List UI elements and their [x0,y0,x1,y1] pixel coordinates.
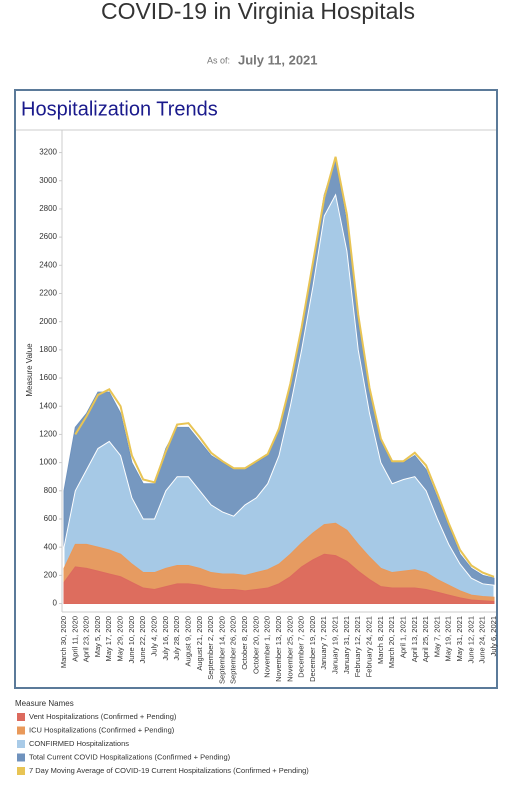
x-tick-label: June 10, 2020 [127,616,136,664]
area [63,193,495,605]
area [63,522,495,605]
x-tick-label: September 2, 2020 [206,616,215,680]
x-tick-label: July 28, 2020 [172,616,181,661]
x-tick-label: February 24, 2021 [365,616,374,677]
chart-title: Hospitalization Trends [21,98,218,120]
as-of-label: As of: [207,55,230,65]
y-tick-label: 2200 [39,289,57,298]
legend-swatch [17,767,25,775]
y-tick-label: 3000 [39,176,57,185]
x-tick-label: August 9, 2020 [183,616,192,666]
x-tick-label: September 26, 2020 [229,616,238,684]
y-tick-label: 1400 [39,401,57,410]
y-tick-label: 1800 [39,345,57,354]
x-tick-label: June 22, 2020 [138,616,147,664]
as-of-date: July 11, 2021 [238,52,318,67]
x-tick-label: August 21, 2020 [195,616,204,671]
legend-swatch [17,740,25,748]
y-tick-label: 200 [44,570,58,579]
y-tick-label: 2400 [39,260,57,269]
x-tick-label: March 20, 2021 [387,616,396,668]
y-tick-label: 1000 [39,458,57,467]
x-tick-label: November 25, 2020 [285,616,294,682]
x-tick-label: April 1, 2021 [398,616,407,658]
legend-label: Vent Hospitalizations (Confirmed + Pendi… [29,712,177,721]
legend-label: CONFIRMED Hospitalizations [29,739,129,748]
x-tick-label: April 25, 2021 [421,616,430,662]
y-tick-label: 600 [44,514,58,523]
x-tick-label: May 5, 2020 [93,616,102,657]
y-tick-label: 1600 [39,373,57,382]
line [74,156,495,578]
y-tick-label: 3200 [39,148,57,157]
y-axis-label: Measure Value [25,343,34,397]
x-tick-label: May 29, 2020 [116,616,125,661]
y-tick-label: 1200 [39,430,57,439]
legend-swatch [17,726,25,735]
x-tick-label: May 17, 2020 [104,616,113,661]
x-tick-label: January 19, 2021 [331,616,340,674]
legend-label: Total Current COVID Hospitalizations (Co… [29,752,231,761]
y-tick-label: 800 [44,486,58,495]
legend-label: 7 Day Moving Average of COVID-19 Current… [29,766,309,775]
x-tick-label: March 8, 2021 [376,616,385,664]
x-tick-label: May 31, 2021 [455,616,464,661]
x-tick-label: June 24, 2021 [478,616,487,664]
x-tick-label: March 30, 2020 [59,616,68,668]
x-tick-label: July 16, 2020 [161,616,170,661]
legend-swatch [17,753,25,762]
x-tick-label: November 13, 2020 [274,616,283,682]
area [63,553,495,605]
x-tick-label: April 13, 2021 [410,616,419,662]
x-tick-label: June 12, 2021 [466,616,475,664]
x-tick-label: November 1, 2020 [263,616,272,678]
y-tick-label: 2800 [39,204,57,213]
x-tick-label: October 8, 2020 [240,616,249,670]
x-tick-label: September 14, 2020 [217,616,226,684]
x-tick-label: July 6, 2021 [489,616,498,656]
x-tick-label: July 4, 2020 [150,616,159,656]
x-tick-label: January 7, 2021 [319,616,328,670]
x-tick-label: April 11, 2020 [70,616,79,662]
x-tick-label: May 19, 2021 [444,616,453,661]
y-tick-label: 0 [53,599,58,608]
x-tick-label: October 20, 2020 [251,616,260,674]
page-title: COVID-19 in Virginia Hospitals [101,0,415,24]
y-tick-label: 400 [44,542,58,551]
x-tick-label: December 19, 2020 [308,616,317,682]
x-tick-label: February 12, 2021 [353,616,362,677]
y-tick-label: 2600 [39,232,57,241]
x-tick-label: May 7, 2021 [432,616,441,657]
legend-swatch [17,713,25,721]
legend-label: ICU Hospitalizations (Confirmed + Pendin… [29,725,175,734]
x-tick-label: January 31, 2021 [342,616,351,674]
y-tick-label: 2000 [39,317,57,326]
legend-title: Measure Names [15,699,74,708]
x-tick-label: December 7, 2020 [297,616,306,678]
x-tick-label: April 23, 2020 [82,616,91,662]
